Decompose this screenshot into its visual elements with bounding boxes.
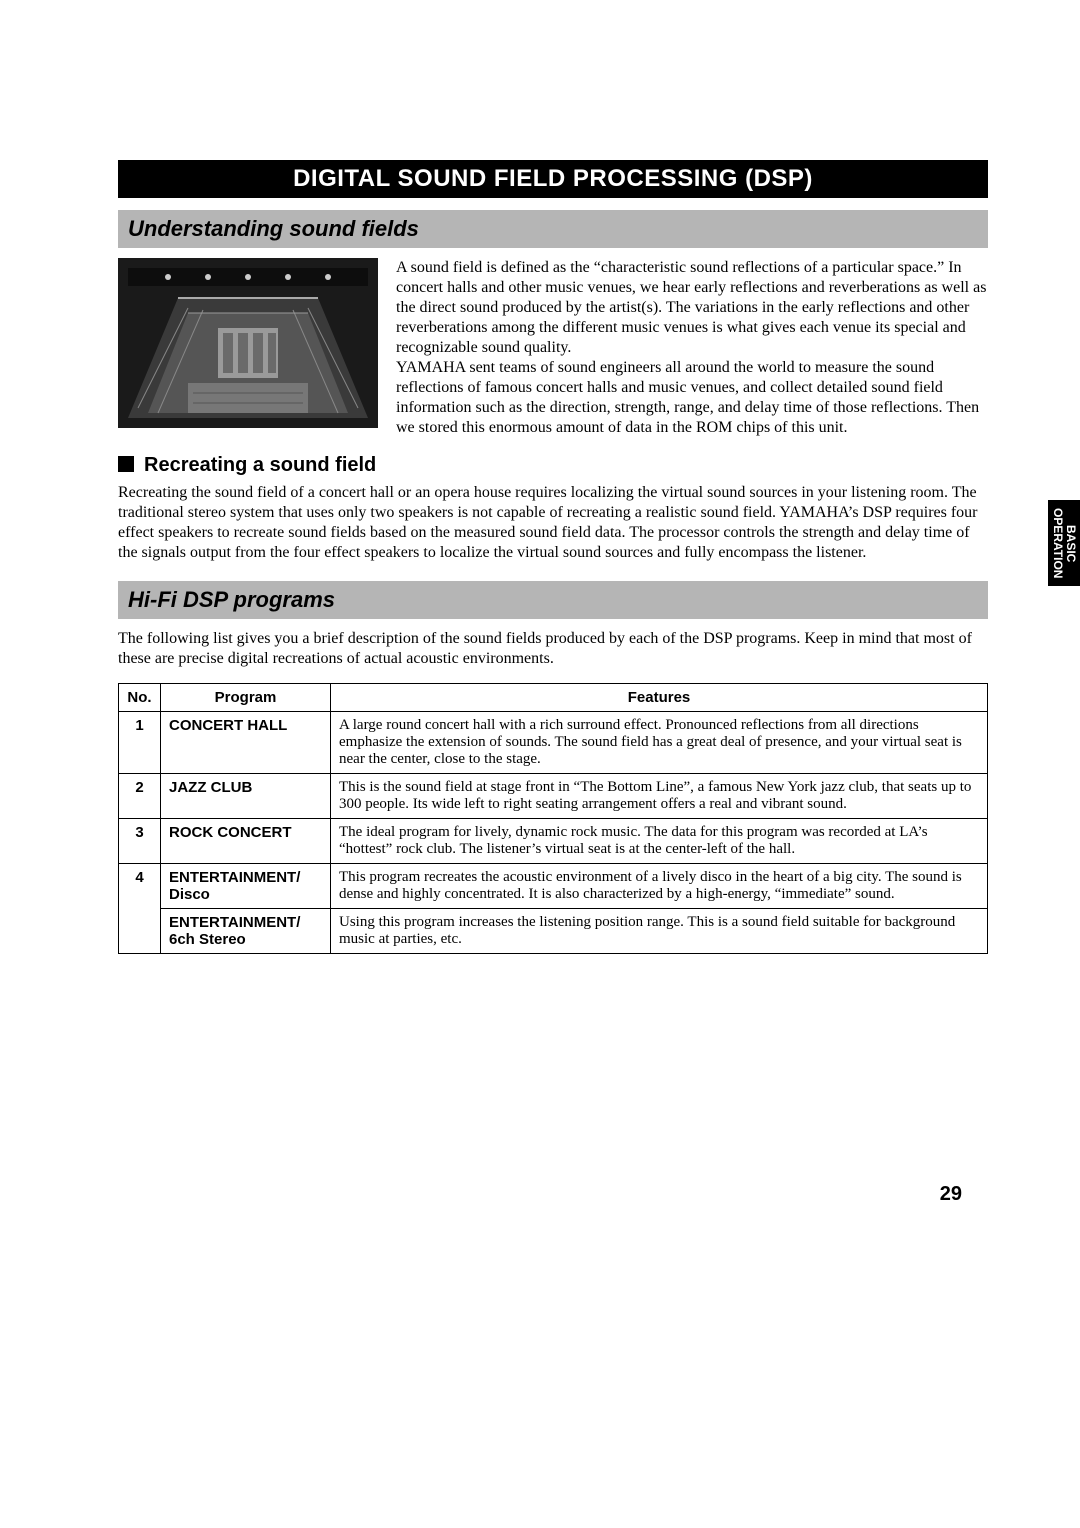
table-row: 3 ROCK CONCERT The ideal program for liv…	[119, 819, 988, 864]
table-row: 2 JAZZ CLUB This is the sound field at s…	[119, 774, 988, 819]
col-no-header: No.	[119, 684, 161, 712]
cell-features: This program recreates the acoustic envi…	[331, 864, 988, 909]
col-features-header: Features	[331, 684, 988, 712]
subheading-recreating: Recreating a sound field	[118, 454, 988, 477]
side-tab-basic-operation: BASIC OPERATION	[1048, 500, 1080, 586]
manual-page: DIGITAL SOUND FIELD PROCESSING (DSP) Und…	[118, 160, 988, 954]
intro-block: A sound field is defined as the “charact…	[118, 258, 988, 438]
cell-program: ENTERTAINMENT/ Disco	[161, 864, 331, 909]
table-header-row: No. Program Features	[119, 684, 988, 712]
intro-text: A sound field is defined as the “charact…	[396, 258, 988, 438]
recreating-body: Recreating the sound field of a concert …	[118, 483, 988, 563]
cell-features: The ideal program for lively, dynamic ro…	[331, 819, 988, 864]
table-row: 1 CONCERT HALL A large round concert hal…	[119, 712, 988, 774]
cell-no: 4	[119, 864, 161, 954]
cell-features: A large round concert hall with a rich s…	[331, 712, 988, 774]
bullet-square-icon	[118, 456, 134, 472]
page-title-banner: DIGITAL SOUND FIELD PROCESSING (DSP)	[118, 160, 988, 198]
concert-hall-photo	[118, 258, 378, 428]
cell-program: ENTERTAINMENT/ 6ch Stereo	[161, 909, 331, 954]
cell-program: CONCERT HALL	[161, 712, 331, 774]
cell-features: This is the sound field at stage front i…	[331, 774, 988, 819]
subheading-text: Recreating a sound field	[144, 454, 376, 476]
table-row: ENTERTAINMENT/ 6ch Stereo Using this pro…	[119, 909, 988, 954]
dsp-programs-table: No. Program Features 1 CONCERT HALL A la…	[118, 683, 988, 954]
concert-hall-illustration	[118, 258, 378, 428]
hifi-lead: The following list gives you a brief des…	[118, 629, 988, 669]
cell-no: 1	[119, 712, 161, 774]
col-program-header: Program	[161, 684, 331, 712]
cell-no: 3	[119, 819, 161, 864]
table-row: 4 ENTERTAINMENT/ Disco This program recr…	[119, 864, 988, 909]
cell-features: Using this program increases the listeni…	[331, 909, 988, 954]
page-number: 29	[940, 1183, 962, 1206]
section-heading-understanding: Understanding sound fields	[118, 210, 988, 248]
cell-program: JAZZ CLUB	[161, 774, 331, 819]
section-heading-hifi: Hi-Fi DSP programs	[118, 581, 988, 619]
cell-program: ROCK CONCERT	[161, 819, 331, 864]
cell-no: 2	[119, 774, 161, 819]
